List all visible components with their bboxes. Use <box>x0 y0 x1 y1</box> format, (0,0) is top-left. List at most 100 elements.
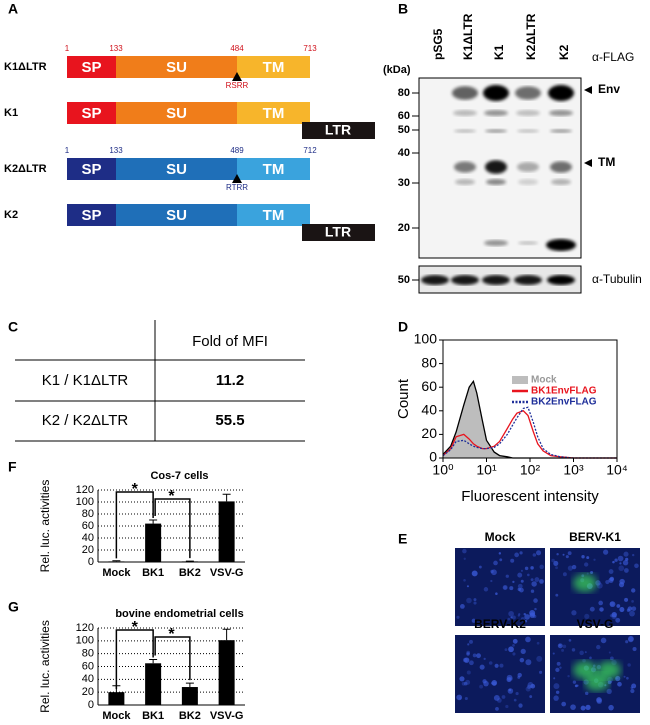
ltr <box>302 122 375 139</box>
nucleus <box>570 704 576 711</box>
domain <box>237 56 310 78</box>
x-tick-label: BK1 <box>142 710 164 722</box>
y-axis-label: Rel. luc. activities <box>38 620 52 713</box>
nucleus <box>632 647 637 652</box>
nucleus <box>556 553 559 556</box>
nucleus <box>473 598 477 602</box>
nucleus <box>510 616 513 619</box>
nucleus <box>622 560 629 566</box>
nucleus <box>463 681 468 686</box>
ltr-label: LTR <box>325 122 351 138</box>
x-tick-label: Mock <box>102 710 131 722</box>
nucleus <box>589 656 592 660</box>
y-tick-label: 20 <box>82 544 94 556</box>
nucleus <box>466 652 470 656</box>
marker-label: 50 <box>398 124 410 136</box>
band <box>483 85 509 101</box>
nucleus <box>624 568 629 573</box>
significance: * <box>168 626 175 643</box>
x-tick-label: 10⁴ <box>606 462 628 478</box>
band <box>451 275 479 285</box>
y-tick-label: 60 <box>82 660 94 672</box>
y-tick-label: 20 <box>82 686 94 698</box>
panel-label: D <box>398 319 408 335</box>
image-label: BERV-K2 <box>474 617 526 631</box>
nucleus <box>565 555 569 559</box>
nucleus <box>623 551 629 557</box>
nucleus <box>478 565 482 569</box>
band <box>551 179 571 185</box>
nucleus <box>533 598 538 603</box>
nucleus <box>605 579 610 585</box>
y-axis-label: Rel. luc. activities <box>38 480 52 573</box>
y-tick-label: 60 <box>82 520 94 532</box>
bracket <box>154 498 191 559</box>
nucleus <box>520 569 523 572</box>
y-axis-label: Count <box>395 378 412 419</box>
nucleus <box>456 694 463 701</box>
domain-label: SP <box>81 59 101 76</box>
band <box>453 110 477 116</box>
x-tick-label: 10⁰ <box>432 462 454 478</box>
x-tick-label: Mock <box>102 567 131 579</box>
table-cell: 55.5 <box>215 412 244 429</box>
nucleus <box>530 683 536 689</box>
x-tick-label: VSV-G <box>210 567 244 579</box>
band <box>518 241 538 245</box>
error-bar <box>222 493 231 502</box>
domain-label: SU <box>166 105 187 122</box>
nucleus <box>593 558 596 561</box>
nucleus <box>553 695 559 701</box>
nucleus <box>465 679 471 685</box>
nucleus <box>502 584 508 590</box>
nucleus <box>576 684 579 687</box>
panel-label: G <box>8 599 19 615</box>
nucleus <box>627 636 634 643</box>
residue-number: 133 <box>109 44 123 53</box>
nucleus <box>511 615 516 620</box>
legend-label: Mock <box>531 375 557 386</box>
nucleus <box>473 601 477 605</box>
nucleus <box>631 683 637 689</box>
nucleus <box>525 636 531 643</box>
nucleus <box>579 650 584 656</box>
nucleus <box>504 648 508 652</box>
nucleus <box>581 555 585 559</box>
nucleus <box>608 569 614 574</box>
band-label: Env <box>598 82 620 96</box>
nucleus <box>617 555 624 562</box>
nucleus <box>596 644 601 650</box>
nucleus <box>553 683 560 690</box>
nucleus <box>618 565 625 572</box>
nucleus <box>631 588 636 593</box>
band <box>484 110 508 116</box>
area <box>443 381 617 458</box>
band <box>484 240 508 246</box>
band <box>452 86 478 100</box>
ltr-label: LTR <box>325 224 351 240</box>
nucleus <box>599 607 604 612</box>
image-label: VSV-G <box>577 617 614 631</box>
table-cell: K2 / K2ΔLTR <box>42 412 129 429</box>
bar <box>181 561 198 562</box>
y-tick-label: 80 <box>82 648 94 660</box>
nucleus <box>561 648 565 652</box>
nucleus <box>508 688 512 692</box>
marker-label: 20 <box>398 222 410 234</box>
cleavage-site <box>232 72 242 81</box>
band <box>518 179 538 185</box>
nucleus <box>507 617 511 621</box>
residue-number: 713 <box>303 44 317 53</box>
cleavage-site <box>232 174 242 183</box>
domain <box>67 102 116 124</box>
band-label: TM <box>598 155 615 169</box>
nucleus <box>553 560 559 566</box>
bar <box>218 640 235 705</box>
nucleus <box>626 608 631 612</box>
y-tick-label: 80 <box>82 508 94 520</box>
nucleus <box>524 566 529 571</box>
lane-label: K1ΔLTR <box>461 13 475 60</box>
residue-number: 484 <box>230 44 244 53</box>
nucleus <box>603 549 609 555</box>
error-bar <box>149 519 158 524</box>
